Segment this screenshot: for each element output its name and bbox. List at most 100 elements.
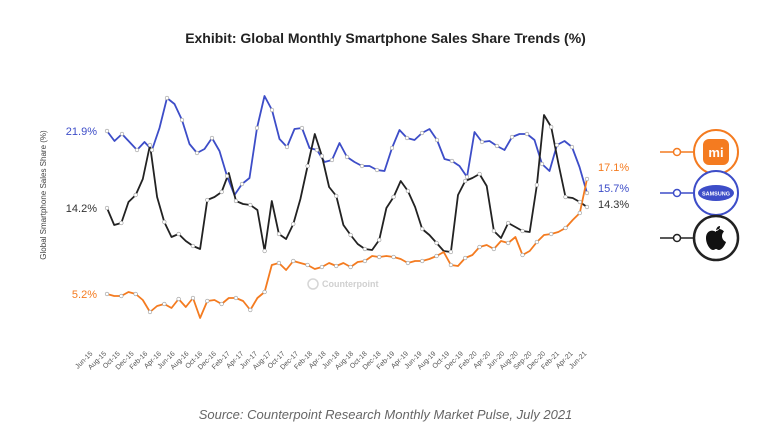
data-point-apple: [434, 240, 439, 246]
y-axis-label: Global Smartphone Sales Share (%): [39, 130, 48, 260]
data-point-apple: [104, 205, 110, 211]
start-label-samsung: 21.9%: [66, 126, 97, 138]
xiaomi-logo-icon: [703, 139, 729, 165]
data-point-xiaomi: [448, 262, 453, 268]
watermark-icon: [307, 278, 319, 290]
data-point-samsung: [194, 150, 200, 156]
data-point-apple: [377, 237, 382, 243]
data-point-samsung: [404, 135, 410, 141]
data-point-samsung: [104, 128, 110, 134]
data-point-xiaomi: [477, 244, 482, 250]
watermark-text: Counterpoint: [322, 279, 379, 289]
data-point-xiaomi: [276, 260, 282, 266]
data-point-apple: [477, 171, 482, 177]
data-point-apple: [362, 246, 368, 252]
data-point-samsung: [449, 158, 455, 164]
data-point-samsung: [164, 95, 170, 101]
data-point-xiaomi: [334, 263, 339, 269]
apple-logo-icon: [706, 226, 726, 250]
series-line-samsung: [106, 95, 588, 196]
data-point-xiaomi: [405, 260, 410, 266]
start-label-xiaomi: 5.2%: [72, 289, 97, 301]
data-point-samsung: [119, 131, 125, 137]
data-point-xiaomi: [563, 225, 568, 231]
data-point-samsung: [284, 144, 290, 150]
data-point-samsung: [479, 139, 485, 145]
data-point-xiaomi: [463, 255, 468, 261]
data-point-apple: [506, 220, 511, 226]
data-point-apple: [334, 193, 339, 199]
data-point-apple: [391, 194, 396, 200]
data-point-samsung: [314, 147, 320, 153]
data-point-samsung: [509, 134, 515, 140]
samsung-logo-icon: [698, 185, 734, 201]
data-point-xiaomi: [577, 210, 582, 216]
data-point-samsung: [494, 143, 500, 149]
data-point-samsung: [134, 147, 140, 153]
data-point-samsung: [359, 163, 365, 169]
data-point-apple: [405, 188, 410, 194]
data-point-samsung: [224, 173, 230, 179]
data-point-apple: [262, 248, 267, 254]
data-point-apple: [147, 142, 153, 148]
data-point-apple: [305, 163, 310, 169]
data-point-apple: [420, 226, 425, 232]
data-point-xiaomi: [147, 309, 153, 315]
data-point-apple: [119, 220, 124, 226]
data-point-apple: [520, 228, 525, 234]
data-point-samsung: [179, 117, 185, 123]
end-label-samsung: 15.7%: [598, 183, 629, 195]
data-point-xiaomi: [233, 295, 239, 301]
data-point-xiaomi: [534, 239, 539, 245]
data-point-xiaomi: [176, 296, 181, 302]
data-point-apple: [549, 124, 554, 130]
data-point-apple: [248, 202, 253, 208]
data-point-xiaomi: [506, 240, 511, 246]
data-point-apple: [491, 228, 496, 234]
data-point-xiaomi: [262, 289, 267, 295]
end-label-apple: 14.3%: [598, 199, 629, 211]
data-point-samsung: [569, 144, 575, 150]
data-point-apple: [563, 194, 568, 200]
data-point-samsung: [554, 142, 560, 148]
data-point-xiaomi: [584, 176, 590, 182]
data-point-apple: [448, 249, 453, 255]
legend-marker-apple: [672, 233, 682, 243]
data-point-apple: [176, 231, 181, 237]
data-point-apple: [291, 221, 296, 227]
data-point-xiaomi: [348, 264, 353, 270]
data-point-apple: [463, 178, 468, 184]
data-point-xiaomi: [377, 254, 382, 260]
data-point-xiaomi: [104, 291, 110, 297]
data-point-samsung: [584, 190, 590, 196]
data-point-samsung: [344, 154, 350, 160]
legend-marker-samsung: [672, 188, 682, 198]
data-point-xiaomi: [434, 253, 439, 259]
data-point-samsung: [434, 137, 440, 143]
data-point-samsung: [239, 181, 245, 187]
data-point-samsung: [524, 131, 530, 137]
data-point-xiaomi: [549, 231, 554, 237]
data-point-xiaomi: [162, 301, 167, 307]
series-line-apple: [106, 114, 588, 253]
data-point-xiaomi: [133, 291, 138, 297]
data-point-xiaomi: [391, 254, 396, 260]
data-point-xiaomi: [491, 246, 496, 252]
data-point-samsung: [389, 145, 395, 151]
legend-marker-xiaomi: [672, 147, 682, 157]
data-point-apple: [276, 231, 282, 237]
data-point-samsung: [209, 135, 215, 141]
data-point-apple: [577, 199, 582, 205]
samsung-logo-text: SAMSUNG: [702, 192, 730, 198]
data-point-xiaomi: [248, 307, 253, 313]
data-point-samsung: [539, 161, 545, 167]
data-point-xiaomi: [520, 252, 525, 258]
data-point-samsung: [269, 107, 275, 113]
data-point-apple: [319, 153, 325, 159]
data-point-apple: [534, 182, 539, 188]
data-point-apple: [162, 219, 167, 225]
data-point-samsung: [299, 125, 305, 131]
data-point-xiaomi: [319, 264, 325, 270]
data-point-samsung: [329, 157, 335, 163]
